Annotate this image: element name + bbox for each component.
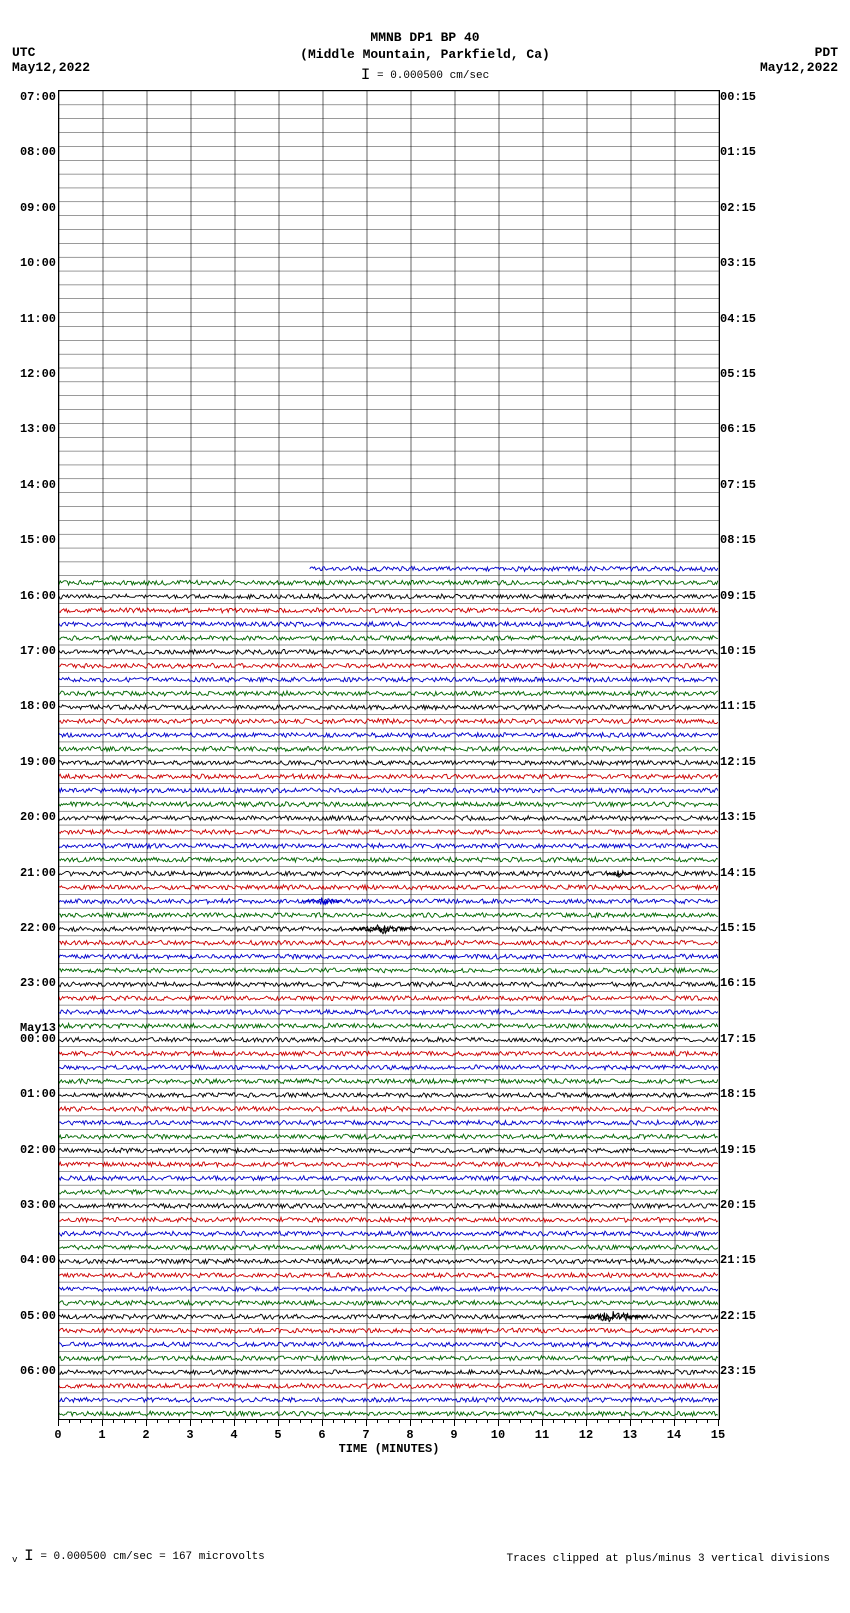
pdt-time-label: 05:15 — [720, 368, 780, 380]
pdt-time-label: 21:15 — [720, 1254, 780, 1266]
x-tick-label: 7 — [356, 1428, 376, 1442]
day2-label: May13 — [8, 1021, 56, 1035]
utc-time-label: 09:00 — [8, 202, 56, 214]
utc-time-label: 23:00 — [8, 977, 56, 989]
x-tick-label: 5 — [268, 1428, 288, 1442]
pdt-time-label: 13:15 — [720, 811, 780, 823]
x-tick-label: 1 — [92, 1428, 112, 1442]
pdt-time-label: 00:15 — [720, 91, 780, 103]
timezone-right: PDT — [815, 45, 838, 60]
pdt-time-label: 18:15 — [720, 1088, 780, 1100]
utc-time-label: 22:00 — [8, 922, 56, 934]
pdt-time-label: 15:15 — [720, 922, 780, 934]
chart-title: MMNB DP1 BP 40 (Middle Mountain, Parkfie… — [0, 30, 850, 64]
utc-time-label: 13:00 — [8, 423, 56, 435]
pdt-time-label: 06:15 — [720, 423, 780, 435]
utc-time-label: 08:00 — [8, 146, 56, 158]
title-line-1: MMNB DP1 BP 40 — [0, 30, 850, 47]
pdt-time-label: 03:15 — [720, 257, 780, 269]
pdt-time-label: 01:15 — [720, 146, 780, 158]
pdt-time-label: 22:15 — [720, 1310, 780, 1322]
x-tick — [234, 1420, 235, 1426]
utc-time-label: 11:00 — [8, 313, 56, 325]
x-tick-label: 6 — [312, 1428, 332, 1442]
x-tick — [322, 1420, 323, 1426]
seismogram-container: MMNB DP1 BP 40 (Middle Mountain, Parkfie… — [0, 0, 850, 1613]
pdt-time-label: 02:15 — [720, 202, 780, 214]
x-tick-label: 11 — [532, 1428, 552, 1442]
pdt-time-label: 12:15 — [720, 756, 780, 768]
pdt-time-label: 04:15 — [720, 313, 780, 325]
x-tick-label: 4 — [224, 1428, 244, 1442]
x-tick — [674, 1420, 675, 1426]
x-tick-label: 13 — [620, 1428, 640, 1442]
scale-indicator: I = 0.000500 cm/sec — [0, 66, 850, 84]
plot-area — [58, 90, 720, 1420]
x-tick — [718, 1420, 719, 1426]
x-tick — [586, 1420, 587, 1426]
x-tick — [498, 1420, 499, 1426]
utc-time-label: 01:00 — [8, 1088, 56, 1100]
x-tick-label: 2 — [136, 1428, 156, 1442]
date-left: May12,2022 — [12, 60, 90, 75]
pdt-time-label: 23:15 — [720, 1365, 780, 1377]
utc-time-label: 16:00 — [8, 590, 56, 602]
footer-scale: v I = 0.000500 cm/sec = 167 microvolts — [12, 1547, 265, 1565]
utc-time-label: 20:00 — [8, 811, 56, 823]
x-tick — [278, 1420, 279, 1426]
x-tick-label: 10 — [488, 1428, 508, 1442]
x-tick-label: 3 — [180, 1428, 200, 1442]
x-tick — [630, 1420, 631, 1426]
x-tick-label: 12 — [576, 1428, 596, 1442]
pdt-time-label: 16:15 — [720, 977, 780, 989]
utc-time-label: 18:00 — [8, 700, 56, 712]
x-tick-label: 9 — [444, 1428, 464, 1442]
pdt-time-label: 14:15 — [720, 867, 780, 879]
date-right: May12,2022 — [760, 60, 838, 75]
footer-clip-note: Traces clipped at plus/minus 3 vertical … — [507, 1553, 830, 1565]
utc-time-label: 10:00 — [8, 257, 56, 269]
utc-time-label: 15:00 — [8, 534, 56, 546]
x-tick-label: 8 — [400, 1428, 420, 1442]
pdt-time-label: 09:15 — [720, 590, 780, 602]
x-tick — [454, 1420, 455, 1426]
scale-value: = 0.000500 cm/sec — [377, 70, 489, 82]
scale-bar-icon: I — [24, 1547, 34, 1565]
pdt-time-label: 19:15 — [720, 1144, 780, 1156]
utc-time-label: 06:00 — [8, 1365, 56, 1377]
utc-time-label: 07:00 — [8, 91, 56, 103]
x-tick — [146, 1420, 147, 1426]
seismogram-svg — [59, 91, 719, 1419]
utc-time-label: 03:00 — [8, 1199, 56, 1211]
utc-time-label: 19:00 — [8, 756, 56, 768]
utc-time-label: 12:00 — [8, 368, 56, 380]
pdt-time-label: 11:15 — [720, 700, 780, 712]
x-axis-title: TIME (MINUTES) — [289, 1442, 489, 1456]
utc-time-label: 21:00 — [8, 867, 56, 879]
x-tick — [190, 1420, 191, 1426]
x-tick-label: 15 — [708, 1428, 728, 1442]
x-tick — [410, 1420, 411, 1426]
title-line-2: (Middle Mountain, Parkfield, Ca) — [0, 47, 850, 64]
pdt-time-label: 20:15 — [720, 1199, 780, 1211]
utc-time-label: 05:00 — [8, 1310, 56, 1322]
pdt-time-label: 08:15 — [720, 534, 780, 546]
pdt-time-label: 17:15 — [720, 1033, 780, 1045]
scale-bar-icon: I — [361, 66, 371, 84]
x-tick-label: 14 — [664, 1428, 684, 1442]
utc-time-label: 02:00 — [8, 1144, 56, 1156]
utc-time-label: 04:00 — [8, 1254, 56, 1266]
utc-time-label: 14:00 — [8, 479, 56, 491]
x-tick — [58, 1420, 59, 1426]
x-tick — [542, 1420, 543, 1426]
pdt-time-label: 10:15 — [720, 645, 780, 657]
utc-time-label: 17:00 — [8, 645, 56, 657]
x-tick — [366, 1420, 367, 1426]
timezone-left: UTC — [12, 45, 35, 60]
x-tick-label: 0 — [48, 1428, 68, 1442]
pdt-time-label: 07:15 — [720, 479, 780, 491]
x-tick — [102, 1420, 103, 1426]
